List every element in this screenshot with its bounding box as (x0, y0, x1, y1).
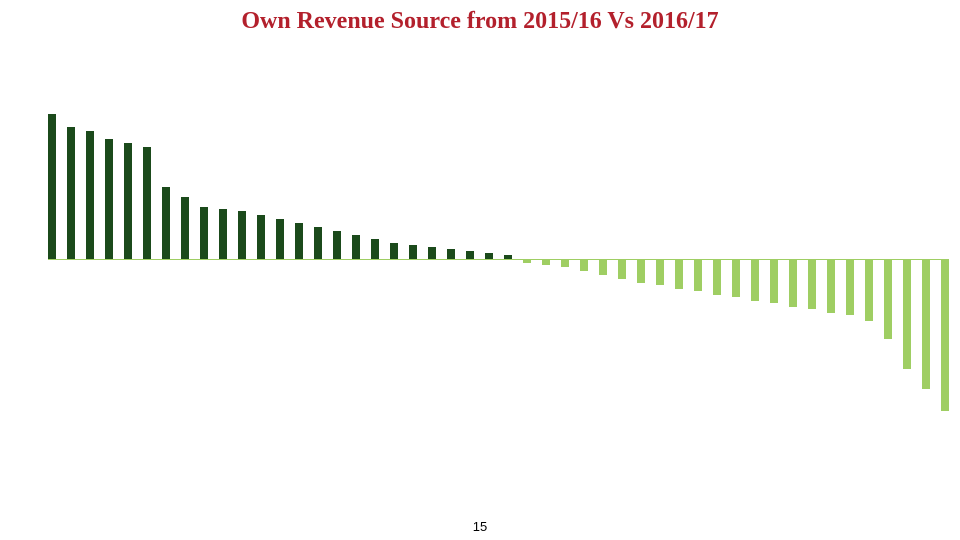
bar (219, 209, 227, 259)
bar (675, 259, 683, 289)
bar (922, 259, 930, 389)
page-number: 15 (0, 519, 960, 534)
bar (447, 249, 455, 259)
bar (485, 253, 493, 259)
bar (599, 259, 607, 275)
bar (466, 251, 474, 259)
bar (352, 235, 360, 259)
bar (789, 259, 797, 307)
bar (865, 259, 873, 321)
bar (333, 231, 341, 259)
chart-title: Own Revenue Source from 2015/16 Vs 2016/… (0, 8, 960, 35)
bar (67, 127, 75, 259)
bar (143, 147, 151, 259)
bar (105, 139, 113, 259)
bar (808, 259, 816, 309)
bar (371, 239, 379, 259)
bar (238, 211, 246, 259)
bar (618, 259, 626, 279)
bar (884, 259, 892, 339)
bar (124, 143, 132, 259)
revenue-bar-chart (48, 110, 943, 410)
bar (48, 114, 56, 259)
bar (181, 197, 189, 259)
bar (732, 259, 740, 297)
bar (561, 259, 569, 267)
bar (694, 259, 702, 291)
bar (903, 259, 911, 369)
bar (770, 259, 778, 303)
bar (295, 223, 303, 259)
bar (846, 259, 854, 315)
bar (314, 227, 322, 259)
bar (276, 219, 284, 259)
bar (162, 187, 170, 259)
bar (941, 259, 949, 411)
bar (86, 131, 94, 259)
bar (200, 207, 208, 259)
bar (257, 215, 265, 259)
bar (751, 259, 759, 301)
bar (713, 259, 721, 295)
bar (656, 259, 664, 285)
bar (827, 259, 835, 313)
bar (504, 255, 512, 259)
bar (523, 259, 531, 263)
bar (637, 259, 645, 283)
bar (409, 245, 417, 259)
bar (542, 259, 550, 265)
bar (390, 243, 398, 259)
bar (428, 247, 436, 259)
bar (580, 259, 588, 271)
